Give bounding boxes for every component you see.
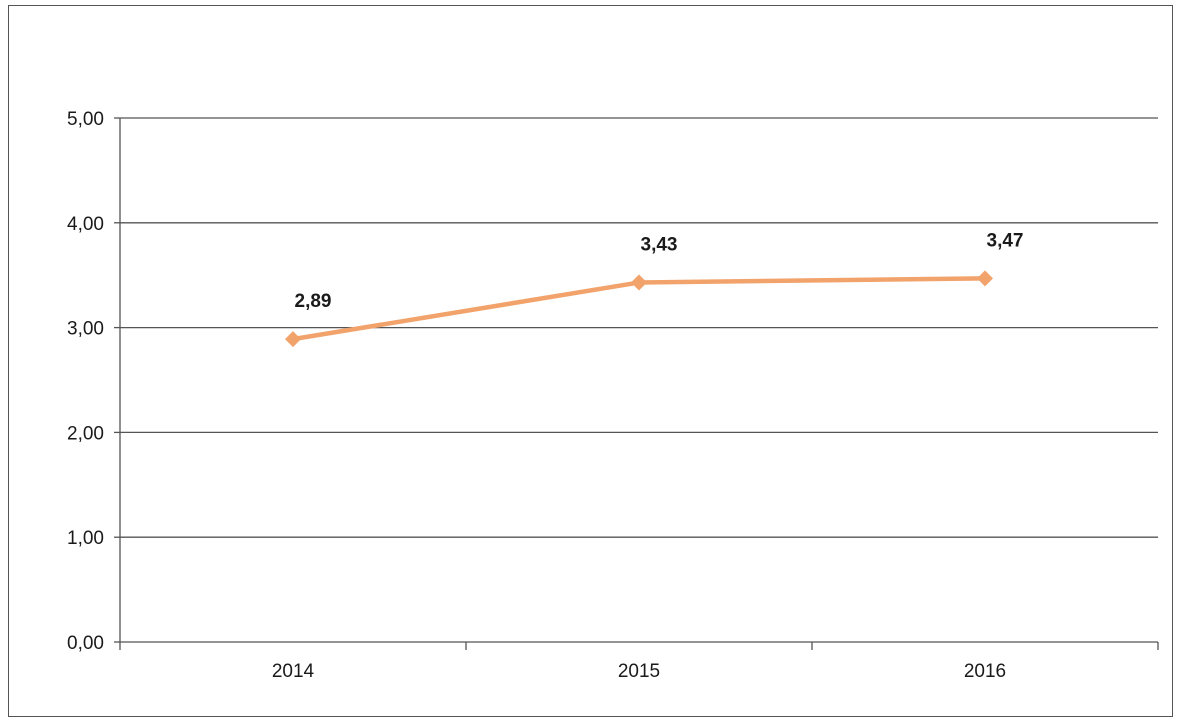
data-point-marker — [977, 270, 993, 287]
y-tick-label: 5,00 — [67, 109, 104, 130]
series — [285, 270, 993, 348]
x-tick-label: 2016 — [964, 661, 1006, 682]
data-point-marker — [631, 274, 647, 291]
axes — [114, 117, 1159, 650]
x-tick-label: 2015 — [618, 661, 660, 682]
y-tick-label: 3,00 — [67, 319, 104, 340]
x-tick-label: 2014 — [272, 661, 315, 682]
data-label: 3,47 — [987, 230, 1024, 251]
y-tick-label: 2,00 — [67, 423, 104, 444]
y-tick-label: 0,00 — [67, 633, 104, 654]
gridlines — [120, 117, 1158, 538]
y-tick-labels: 0,00 1,00 2,00 3,00 4,00 5,00 — [67, 109, 104, 654]
y-tick-label: 1,00 — [67, 528, 104, 549]
data-label: 2,89 — [295, 291, 332, 312]
data-label: 3,43 — [641, 235, 678, 256]
x-tick-labels: 2014 2015 2016 — [272, 661, 1006, 682]
data-point-marker — [285, 331, 301, 348]
chart-frame — [8, 5, 1173, 717]
data-labels: 2,89 3,43 3,47 — [295, 230, 1024, 312]
y-tick-label: 4,00 — [67, 214, 104, 235]
